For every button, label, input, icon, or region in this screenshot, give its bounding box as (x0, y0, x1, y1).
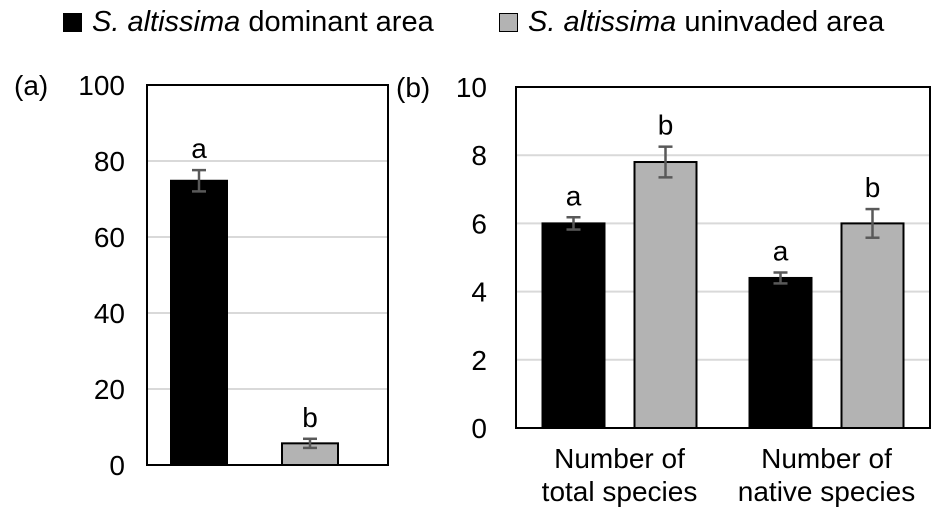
legend: S. altissima dominant area S. altissima … (0, 0, 933, 50)
significance-letter: a (566, 180, 582, 211)
significance-letter: a (773, 236, 789, 267)
y-tick-label: 10 (456, 72, 487, 103)
bar (170, 179, 228, 466)
significance-letter: b (865, 172, 881, 203)
plot-frame (515, 86, 931, 429)
legend-swatch-dominant (63, 13, 82, 32)
y-tick-label: 8 (471, 140, 487, 171)
legend-label-dominant: S. altissima dominant area (92, 6, 434, 38)
category-label: total species (542, 476, 698, 507)
panel-label: (a) (14, 70, 48, 101)
category-label: Number of (761, 443, 892, 474)
y-tick-label: 20 (94, 374, 125, 405)
legend-item-dominant: S. altissima dominant area (63, 6, 434, 39)
bar (748, 276, 813, 429)
category-label: native species (738, 476, 915, 507)
y-tick-label: 2 (471, 345, 487, 376)
category-label: Number of (554, 443, 685, 474)
panel-label: (b) (396, 72, 430, 103)
y-tick-label: 0 (109, 450, 125, 481)
y-tick-label: 6 (471, 208, 487, 239)
y-tick-label: 60 (94, 222, 125, 253)
y-tick-label: 80 (94, 146, 125, 177)
bar (541, 222, 606, 429)
significance-letter: b (302, 402, 318, 433)
legend-label-uninvaded: S. altissima uninvaded area (528, 6, 885, 38)
significance-letter: b (658, 110, 674, 141)
y-tick-label: 4 (471, 277, 487, 308)
y-tick-label: 100 (78, 70, 125, 101)
bar (633, 161, 698, 430)
y-tick-label: 0 (471, 413, 487, 444)
significance-letter: a (191, 133, 207, 164)
legend-item-uninvaded: S. altissima uninvaded area (499, 6, 884, 39)
y-tick-label: 40 (94, 298, 125, 329)
legend-swatch-uninvaded (499, 13, 518, 32)
panel-a-chart: 0 20 40 60 80 100 (a) a b (14, 70, 389, 481)
plot-frame (146, 84, 389, 466)
bar (840, 222, 905, 429)
